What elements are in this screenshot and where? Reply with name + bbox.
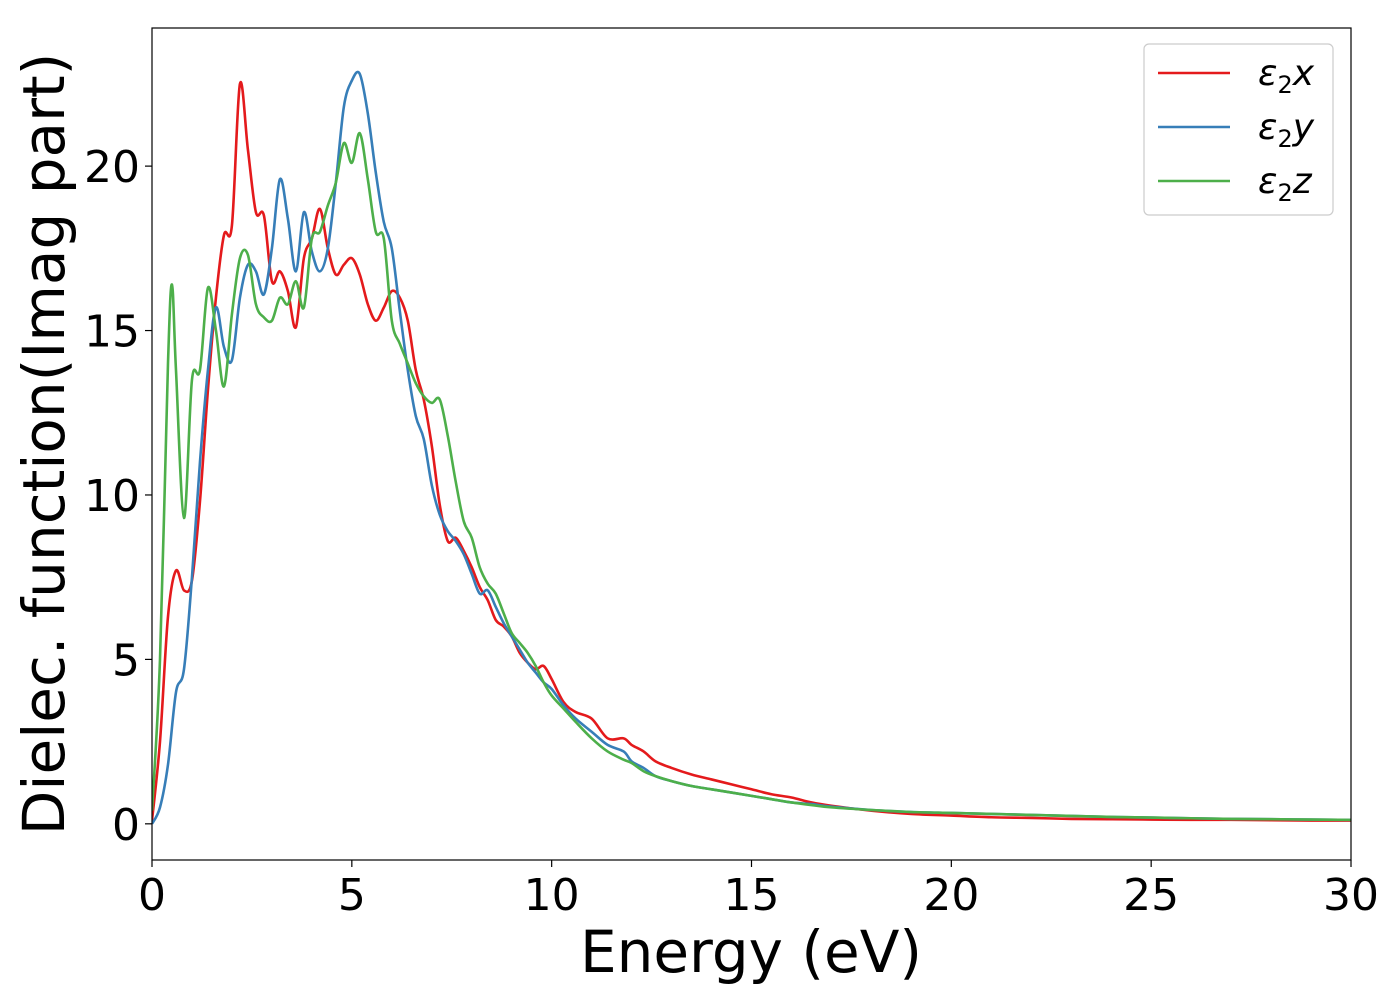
y-axis-label: Dielec. function(Imag part)	[10, 53, 78, 836]
x-tick-label: 5	[338, 870, 366, 921]
legend-label-x: ε2x	[1258, 53, 1315, 99]
y-tick-label: 5	[112, 635, 140, 686]
x-axis-label: Energy (eV)	[580, 918, 922, 986]
legend-box	[1143, 43, 1334, 216]
series-line-z	[152, 131, 1351, 822]
x-tick-label: 10	[524, 870, 580, 921]
legend-label-z: ε2z	[1258, 161, 1313, 207]
x-tick-label: 20	[923, 870, 979, 921]
y-tick-label: 10	[84, 471, 140, 522]
x-tick-label: 0	[138, 870, 166, 921]
x-tick-label: 30	[1323, 870, 1379, 921]
series-layer	[152, 70, 1351, 825]
legend: ε2x ε2y ε2z	[1143, 43, 1334, 216]
y-tick-label: 0	[112, 800, 140, 851]
y-tick-label: 20	[84, 142, 140, 193]
y-tick-label: 15	[84, 307, 140, 358]
axes-layer: 0 5 10 15 20 25 30 0 5 10 15 20	[84, 27, 1379, 921]
x-tick-label: 15	[724, 870, 780, 921]
x-tick-label: 25	[1123, 870, 1179, 921]
legend-label-y: ε2y	[1258, 107, 1315, 153]
